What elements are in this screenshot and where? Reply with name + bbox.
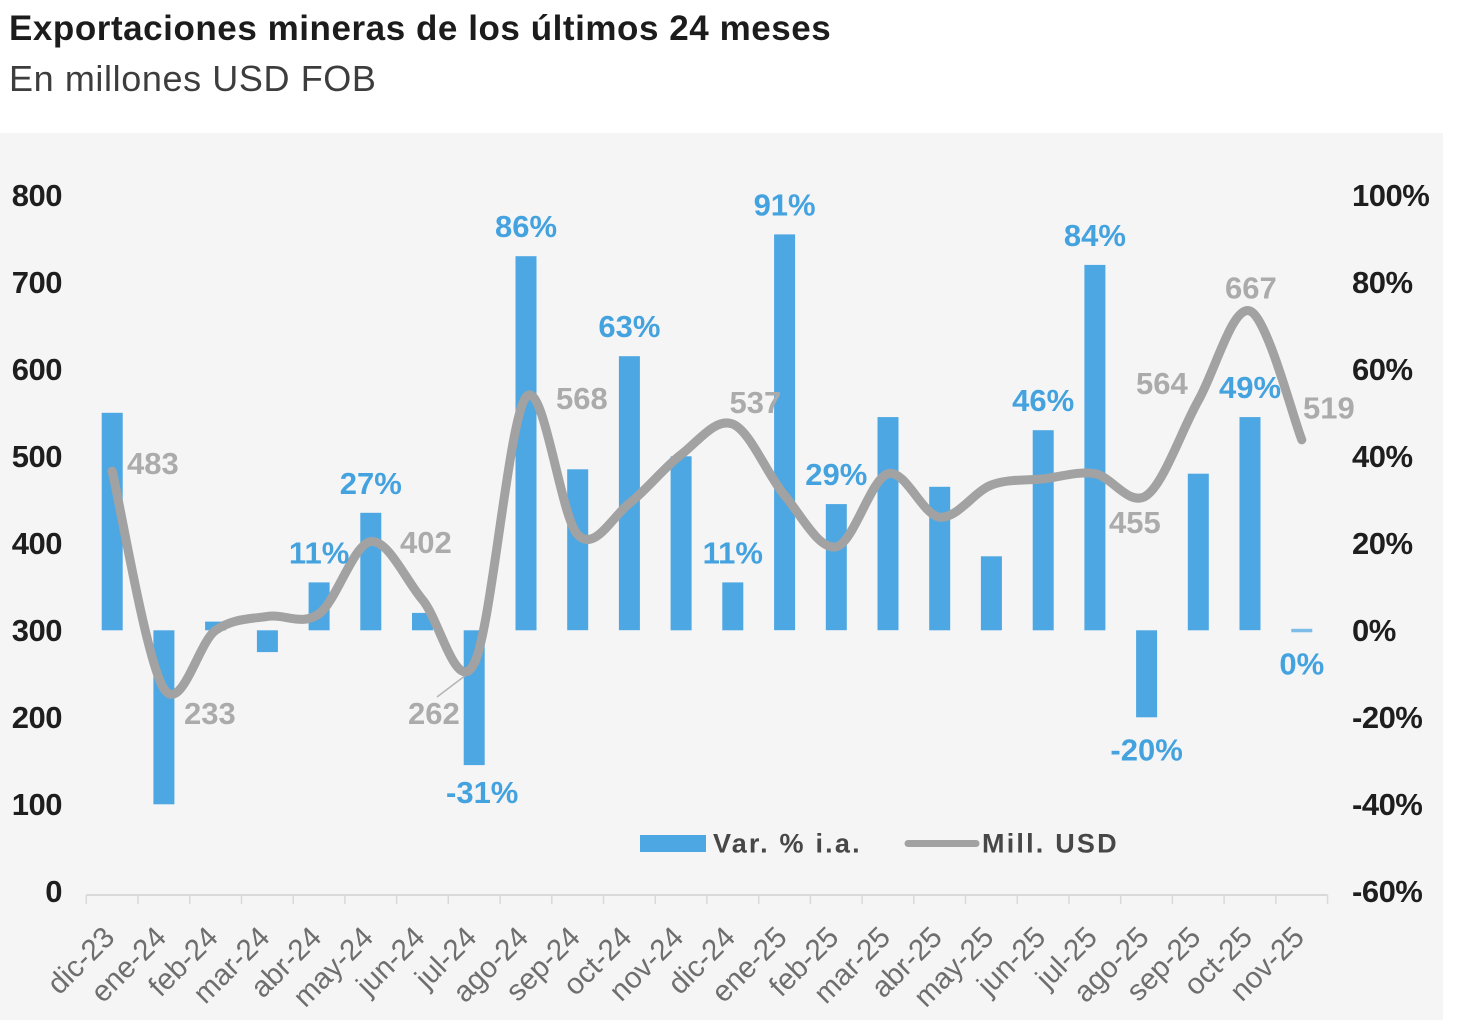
svg-text:564: 564 [1136,366,1188,401]
svg-text:300: 300 [12,613,62,648]
svg-text:63%: 63% [598,309,660,344]
svg-text:80%: 80% [1352,265,1413,300]
svg-text:537: 537 [730,385,782,420]
svg-text:519: 519 [1303,391,1355,426]
svg-text:-20%: -20% [1352,700,1422,735]
svg-text:-40%: -40% [1352,787,1422,822]
svg-text:100: 100 [12,787,62,822]
svg-text:Mill. USD: Mill. USD [982,829,1119,859]
svg-text:29%: 29% [805,457,867,492]
svg-text:91%: 91% [754,187,816,222]
svg-text:0%: 0% [1352,613,1396,648]
svg-text:-20%: -20% [1110,732,1182,767]
svg-text:700: 700 [12,265,62,300]
svg-text:233: 233 [184,696,236,731]
svg-text:455: 455 [1109,505,1161,540]
svg-text:20%: 20% [1352,526,1413,561]
svg-text:568: 568 [556,381,608,416]
svg-text:500: 500 [12,439,62,474]
svg-text:800: 800 [12,178,62,213]
svg-text:60%: 60% [1352,352,1413,387]
svg-text:600: 600 [12,352,62,387]
svg-text:0: 0 [45,874,62,909]
svg-text:40%: 40% [1352,439,1413,474]
svg-text:100%: 100% [1352,178,1429,213]
svg-text:11%: 11% [289,535,349,570]
svg-text:84%: 84% [1064,218,1126,253]
svg-text:46%: 46% [1012,383,1074,418]
svg-text:27%: 27% [340,466,402,501]
svg-text:Var. % i.a.: Var. % i.a. [713,829,862,859]
svg-text:200: 200 [12,700,62,735]
svg-text:667: 667 [1225,271,1277,306]
svg-text:0%: 0% [1279,646,1324,681]
svg-text:402: 402 [400,525,452,560]
svg-text:49%: 49% [1219,370,1281,405]
svg-text:400: 400 [12,526,62,561]
svg-text:11%: 11% [703,535,763,570]
svg-text:483: 483 [127,446,179,481]
svg-text:-31%: -31% [446,775,518,810]
svg-text:262: 262 [408,696,460,731]
svg-text:-60%: -60% [1352,874,1422,909]
svg-text:86%: 86% [495,209,557,244]
